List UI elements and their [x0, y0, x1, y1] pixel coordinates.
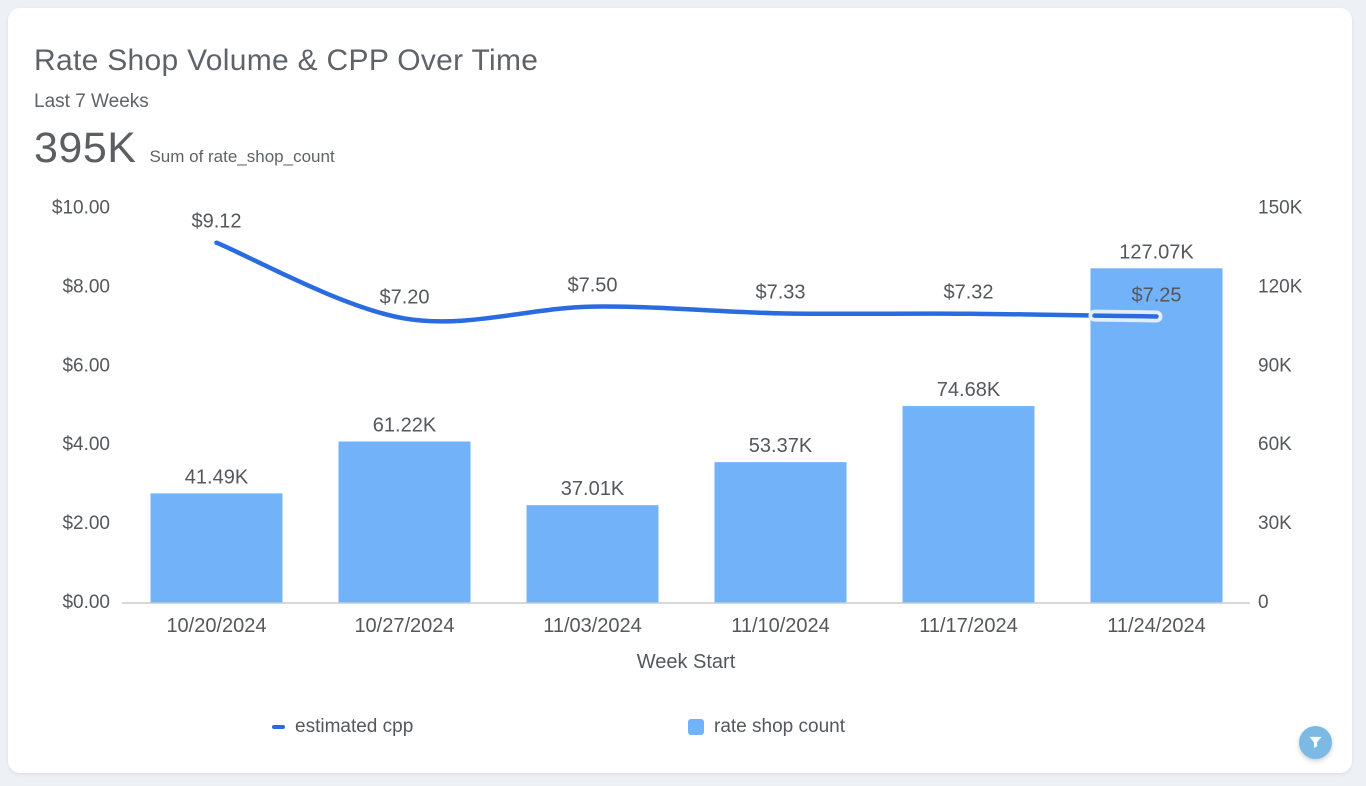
chart-legend: estimated cpp rate shop count — [0, 712, 1366, 738]
line-series-marker-icon — [272, 725, 285, 729]
x-tick-label: 10/20/2024 — [166, 615, 266, 637]
funnel-icon — [1309, 736, 1322, 749]
cpp-value-label: $7.20 — [379, 286, 429, 308]
left-axis-tick-label: $6.00 — [62, 355, 110, 376]
x-tick-label: 11/10/2024 — [731, 615, 830, 637]
left-axis-tick-label: $4.00 — [62, 434, 110, 455]
right-axis-tick-label: 0 — [1258, 592, 1269, 613]
x-tick-label: 10/27/2024 — [354, 615, 454, 637]
bar[interactable] — [338, 441, 471, 603]
page-title: Rate Shop Volume & CPP Over Time — [34, 44, 539, 77]
left-axis-tick-label: $8.00 — [62, 276, 110, 297]
bar[interactable] — [902, 406, 1035, 603]
cpp-value-label: $7.33 — [755, 281, 805, 303]
left-axis-tick-label: $0.00 — [62, 592, 110, 613]
legend-label: estimated cpp — [295, 716, 414, 737]
right-axis-tick-label: 90K — [1258, 355, 1292, 376]
right-axis-tick-label: 120K — [1258, 276, 1303, 297]
right-axis-tick-label: 60K — [1258, 434, 1292, 455]
cpp-value-label: $7.50 — [567, 275, 617, 297]
cpp-value-label: $7.25 — [1131, 284, 1181, 306]
kpi-summary: 395K Sum of rate_shop_count — [34, 124, 335, 173]
bar-value-label: 61.22K — [373, 414, 437, 436]
legend-label: rate shop count — [714, 716, 845, 737]
cpp-line-end — [1092, 313, 1159, 319]
right-axis-tick-label: 30K — [1258, 513, 1292, 534]
right-axis-tick-label: 150K — [1258, 198, 1303, 219]
x-tick-label: 11/03/2024 — [543, 615, 642, 637]
x-tick-label: 11/24/2024 — [1107, 615, 1206, 637]
bar-value-label: 53.37K — [749, 435, 813, 457]
cpp-value-label: $9.12 — [191, 211, 241, 233]
bar-value-label: 41.49K — [185, 466, 249, 488]
legend-item-rate-shop-count[interactable]: rate shop count — [688, 716, 845, 738]
page-subtitle: Last 7 Weeks — [34, 91, 149, 112]
x-tick-label: 11/17/2024 — [919, 615, 1018, 637]
cpp-line[interactable] — [214, 240, 1159, 324]
bar-value-label: 74.68K — [937, 379, 1001, 401]
bar-series-marker-icon — [688, 719, 704, 735]
bar[interactable] — [526, 505, 659, 603]
bar[interactable] — [150, 493, 283, 603]
bar[interactable] — [1090, 268, 1223, 603]
x-axis-title: Week Start — [637, 651, 736, 673]
filter-button[interactable] — [1299, 726, 1332, 759]
cpp-value-label: $7.32 — [943, 282, 993, 304]
legend-item-estimated-cpp[interactable]: estimated cpp — [272, 716, 413, 738]
bar-value-label: 37.01K — [561, 478, 625, 500]
bar[interactable] — [714, 462, 847, 603]
kpi-label: Sum of rate_shop_count — [149, 147, 335, 166]
left-axis-tick-label: $2.00 — [62, 513, 110, 534]
kpi-value: 395K — [34, 124, 137, 172]
left-axis-tick-label: $10.00 — [52, 198, 110, 219]
bar-value-label: 127.07K — [1119, 241, 1194, 263]
